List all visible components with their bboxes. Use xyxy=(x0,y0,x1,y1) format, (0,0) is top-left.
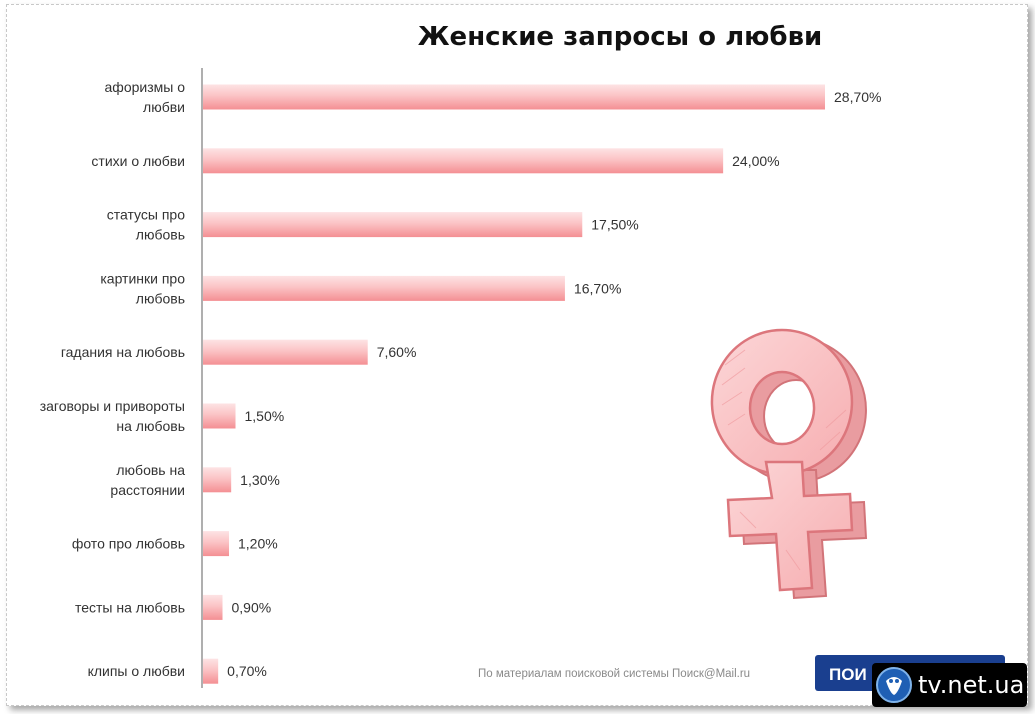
category-label-line: любовь xyxy=(136,290,185,306)
bar-0 xyxy=(203,84,825,110)
category-label-line: тесты на любовь xyxy=(75,599,185,615)
venus-female-icon xyxy=(710,328,868,600)
category-label-4: гадания на любовь xyxy=(61,344,185,360)
category-label-9: клипы о любви xyxy=(88,663,185,679)
bar-3 xyxy=(203,275,565,301)
bar-1 xyxy=(203,148,724,174)
value-label-2: 17,50% xyxy=(591,217,638,233)
bar-9 xyxy=(203,658,219,684)
category-label-3: картинки про любовь xyxy=(100,270,185,306)
category-label-line: фото про любовь xyxy=(72,536,185,552)
value-label-4: 7,60% xyxy=(377,344,417,360)
category-label-line: любовь xyxy=(136,227,185,243)
watermark-text: tv.net.ua xyxy=(918,671,1025,699)
category-label-0: афоризмы о любви xyxy=(105,79,186,115)
bar-2 xyxy=(203,212,583,238)
bar-5 xyxy=(203,403,236,429)
value-label-5: 1,50% xyxy=(245,408,285,424)
category-label-line: любви xyxy=(143,99,185,115)
category-label-7: фото про любовь xyxy=(72,536,185,552)
value-label-1: 24,00% xyxy=(732,153,779,169)
bar-6 xyxy=(203,467,232,493)
chart-title: Женские запросы о любви xyxy=(417,22,823,52)
bars-group: 28,70% афоризмы о любви 24,00% стихи о любви… xyxy=(40,79,881,684)
category-label-line: гадания на любовь xyxy=(61,344,185,360)
value-label-0: 28,70% xyxy=(834,89,881,105)
value-label-9: 0,70% xyxy=(227,663,267,679)
category-label-line: заговоры и привороты xyxy=(40,398,185,414)
source-note: По материалам поисковой системы Поиск@Ma… xyxy=(478,668,751,680)
category-label-6: любовь на расстоянии xyxy=(110,462,185,498)
category-label-8: тесты на любовь xyxy=(75,599,185,615)
category-label-line: клипы о любви xyxy=(88,663,185,679)
watermark: tv.net.ua xyxy=(872,663,1027,707)
category-label-line: статусы про xyxy=(107,207,185,223)
category-label-line: картинки про xyxy=(100,270,185,286)
bar-8 xyxy=(203,594,223,620)
bar-4 xyxy=(203,339,368,365)
value-label-6: 1,30% xyxy=(240,472,280,488)
tv-logo-icon xyxy=(876,667,912,703)
bar-7 xyxy=(203,531,230,557)
value-label-8: 0,90% xyxy=(232,599,272,615)
category-label-line: стихи о любви xyxy=(91,153,185,169)
category-label-5: заговоры и привороты на любовь xyxy=(40,398,185,434)
category-label-2: статусы про любовь xyxy=(107,207,185,243)
value-label-3: 16,70% xyxy=(574,280,621,296)
category-label-line: на любовь xyxy=(116,418,185,434)
chart-frame xyxy=(6,4,1028,706)
category-label-line: афоризмы о xyxy=(105,79,186,95)
category-label-1: стихи о любви xyxy=(91,153,185,169)
brand-button-label: ПОИ xyxy=(829,665,867,684)
category-label-line: любовь на xyxy=(116,462,185,478)
category-label-line: расстоянии xyxy=(110,482,185,498)
value-label-7: 1,20% xyxy=(238,536,278,552)
